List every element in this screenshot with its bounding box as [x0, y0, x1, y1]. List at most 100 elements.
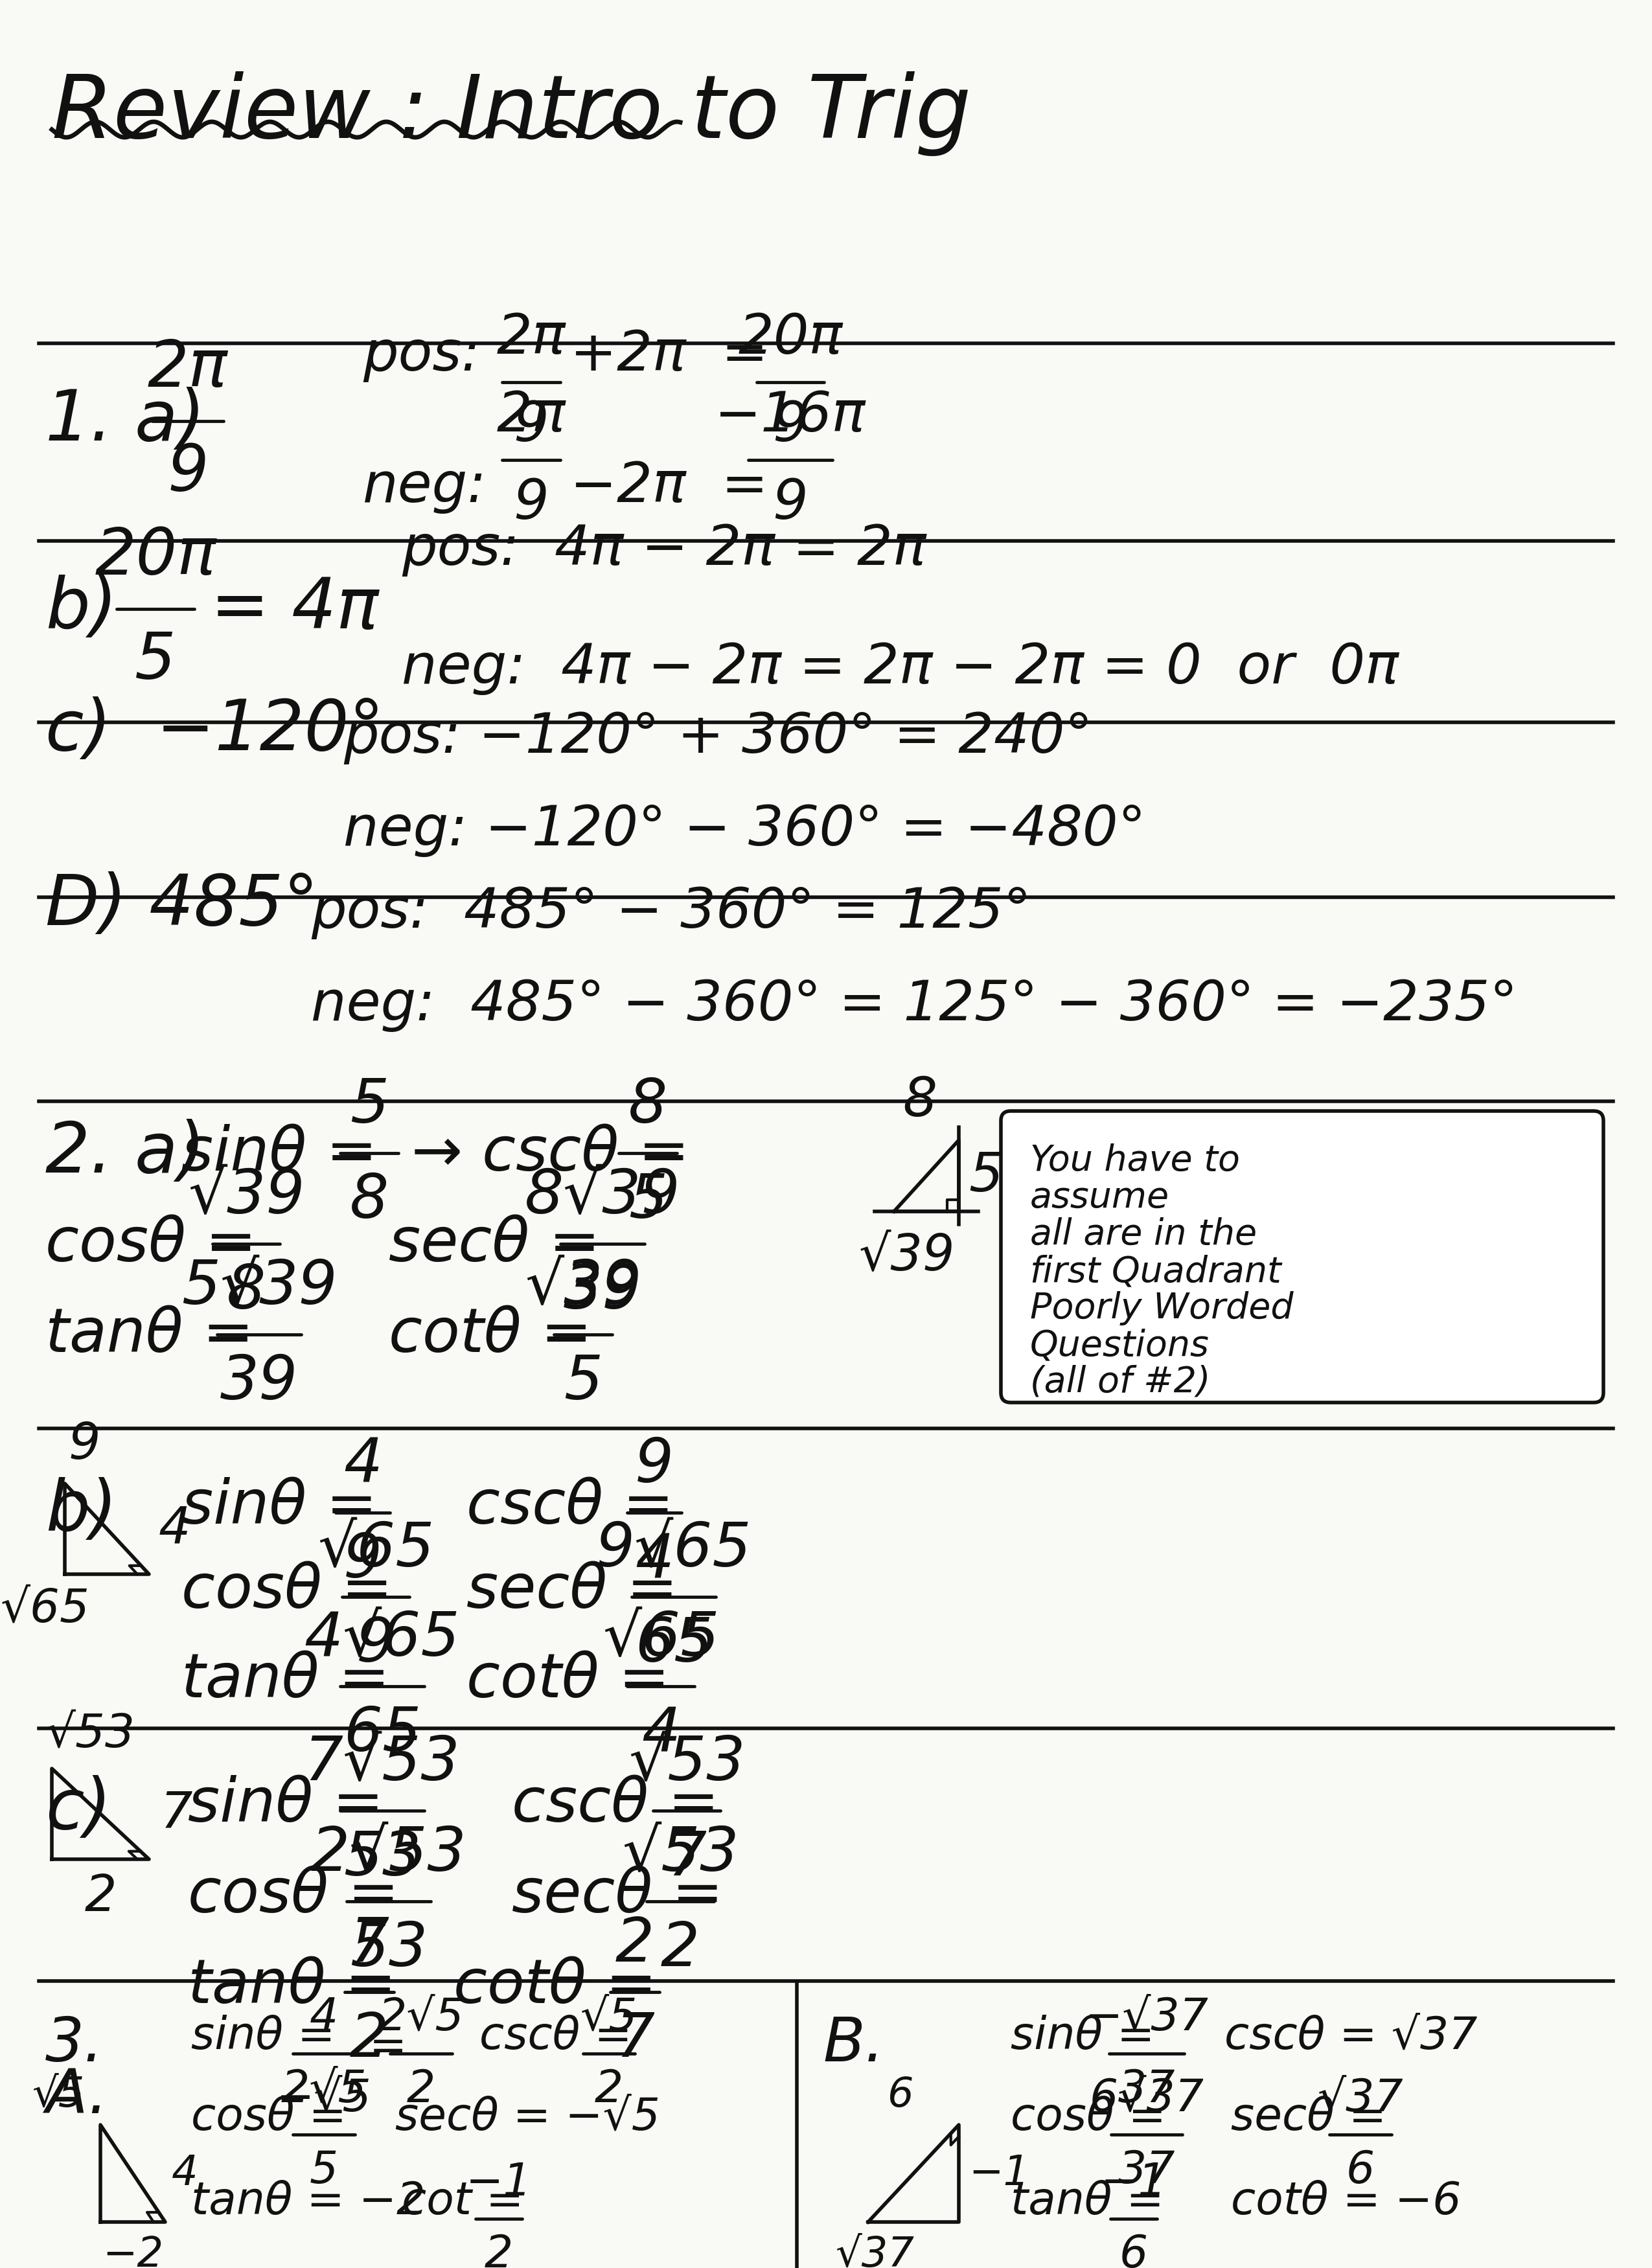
- Text: 6: 6: [1120, 2234, 1148, 2268]
- Text: −1: −1: [968, 2152, 1029, 2193]
- Text: cotθ =: cotθ =: [466, 1651, 669, 1710]
- Text: 2: 2: [406, 2068, 436, 2112]
- Text: 9: 9: [68, 1420, 101, 1470]
- Text: 7: 7: [350, 1914, 388, 1973]
- Text: 2. a): 2. a): [45, 1118, 205, 1186]
- Text: cscθ =: cscθ =: [466, 1476, 674, 1535]
- Text: You have to: You have to: [1031, 1143, 1241, 1177]
- Text: secθ =: secθ =: [466, 1560, 677, 1619]
- Text: 9: 9: [514, 399, 548, 454]
- Text: b): b): [45, 574, 117, 642]
- Text: −2: −2: [102, 2234, 164, 2268]
- Text: −1: −1: [1100, 2161, 1166, 2204]
- Text: 1. a): 1. a): [45, 388, 205, 456]
- Text: secθ =: secθ =: [512, 1867, 724, 1926]
- Text: cosθ =: cosθ =: [45, 1213, 256, 1272]
- Text: sinθ =: sinθ =: [182, 1123, 377, 1182]
- Text: 20π: 20π: [738, 311, 843, 365]
- Text: neg:  4π − 2π = 2π − 2π = 0  or  0π: neg: 4π − 2π = 2π − 2π = 0 or 0π: [401, 642, 1399, 694]
- Text: 8: 8: [628, 1075, 667, 1134]
- Text: 2: 2: [84, 1871, 116, 1921]
- Text: 37: 37: [1118, 2068, 1175, 2112]
- Text: 4: 4: [641, 1703, 681, 1762]
- Text: 65: 65: [344, 1703, 421, 1762]
- Text: 9√65: 9√65: [596, 1520, 752, 1579]
- Text: √53: √53: [628, 1733, 745, 1792]
- Text: tanθ =: tanθ =: [188, 1957, 396, 2016]
- Text: 37: 37: [1118, 2148, 1175, 2193]
- Text: 3.: 3.: [45, 2014, 104, 2073]
- Text: −1: −1: [466, 2161, 532, 2204]
- Text: 9: 9: [357, 1615, 395, 1674]
- Text: 5: 5: [309, 2148, 339, 2193]
- Text: Review : Intro to Trig: Review : Intro to Trig: [51, 70, 971, 156]
- Text: 2π: 2π: [497, 390, 565, 442]
- Text: 2: 2: [616, 1914, 654, 1973]
- Text: 2√53: 2√53: [311, 1823, 466, 1882]
- Text: cosθ =: cosθ =: [188, 1867, 400, 1926]
- Text: cosθ =: cosθ =: [182, 1560, 393, 1619]
- Text: 6√37: 6√37: [1089, 2077, 1204, 2121]
- Text: 6: 6: [887, 2075, 914, 2116]
- Text: cscθ =: cscθ =: [479, 2014, 633, 2057]
- Text: tanθ =: tanθ =: [45, 1304, 254, 1363]
- Text: cscθ =: cscθ =: [512, 1776, 719, 1835]
- Text: cot =: cot =: [401, 2180, 524, 2223]
- Text: neg:: neg:: [363, 460, 487, 515]
- Text: −2π  =: −2π =: [570, 460, 768, 515]
- Text: tanθ =: tanθ =: [182, 1651, 390, 1710]
- Text: 53: 53: [344, 1828, 421, 1887]
- Text: −√37: −√37: [1085, 1996, 1209, 2039]
- Text: 9: 9: [167, 442, 208, 506]
- Text: −√5: −√5: [276, 2077, 372, 2121]
- Text: 4: 4: [159, 1504, 190, 1554]
- Text: b): b): [45, 1476, 117, 1545]
- Text: all are in the: all are in the: [1031, 1218, 1257, 1252]
- Text: 9: 9: [773, 476, 808, 531]
- Text: 4√65: 4√65: [304, 1610, 461, 1669]
- Text: sinθ =: sinθ =: [192, 2014, 335, 2057]
- Text: (all of #2): (all of #2): [1031, 1365, 1211, 1399]
- Text: √65: √65: [603, 1610, 719, 1669]
- Text: 2π: 2π: [147, 338, 228, 401]
- Text: √65: √65: [0, 1588, 91, 1633]
- Text: B.: B.: [823, 2014, 884, 2073]
- Text: first Quadrant: first Quadrant: [1031, 1254, 1282, 1288]
- Text: c): c): [45, 1776, 111, 1844]
- Text: √5: √5: [580, 1996, 638, 2039]
- Text: sinθ =: sinθ =: [182, 1476, 377, 1535]
- Text: pos:: pos:: [363, 329, 481, 383]
- Text: 7: 7: [667, 1828, 705, 1887]
- Text: 5: 5: [135, 631, 177, 692]
- Text: c)  −120°: c) −120°: [45, 696, 383, 764]
- Text: cotθ = −6: cotθ = −6: [1231, 2180, 1462, 2223]
- Text: 5: 5: [563, 1352, 603, 1411]
- Text: 2√5: 2√5: [281, 2068, 367, 2112]
- Text: 9: 9: [773, 399, 808, 454]
- Text: √53: √53: [46, 1712, 135, 1758]
- Text: 5: 5: [628, 1170, 667, 1229]
- Text: secθ =: secθ =: [388, 1213, 600, 1272]
- Text: +2π  =: +2π =: [570, 329, 768, 383]
- Text: 53: 53: [350, 1919, 428, 1978]
- Text: 8: 8: [350, 1170, 388, 1229]
- Text: =: =: [370, 2025, 406, 2068]
- Text: 20π: 20π: [94, 526, 216, 587]
- Text: −16π: −16π: [715, 390, 866, 442]
- Text: 9: 9: [344, 1531, 382, 1590]
- Text: √39: √39: [188, 1166, 304, 1225]
- Text: D) 485°: D) 485°: [45, 871, 319, 939]
- Text: 4: 4: [309, 1996, 339, 2039]
- Text: sinθ =: sinθ =: [1011, 2014, 1155, 2057]
- Text: 8: 8: [226, 1261, 266, 1320]
- Text: 4: 4: [172, 2152, 198, 2193]
- Text: 4: 4: [634, 1531, 674, 1590]
- Text: 4: 4: [344, 1436, 382, 1495]
- Text: assume: assume: [1031, 1179, 1170, 1216]
- Text: √5: √5: [31, 2075, 84, 2116]
- Text: 65: 65: [634, 1615, 712, 1674]
- Text: √37: √37: [1318, 2077, 1404, 2121]
- Text: secθ = −√5: secθ = −√5: [395, 2096, 661, 2139]
- Text: neg:  485° − 360° = 125° − 360° = −235°: neg: 485° − 360° = 125° − 360° = −235°: [311, 978, 1518, 1032]
- Text: 2: 2: [484, 2234, 514, 2268]
